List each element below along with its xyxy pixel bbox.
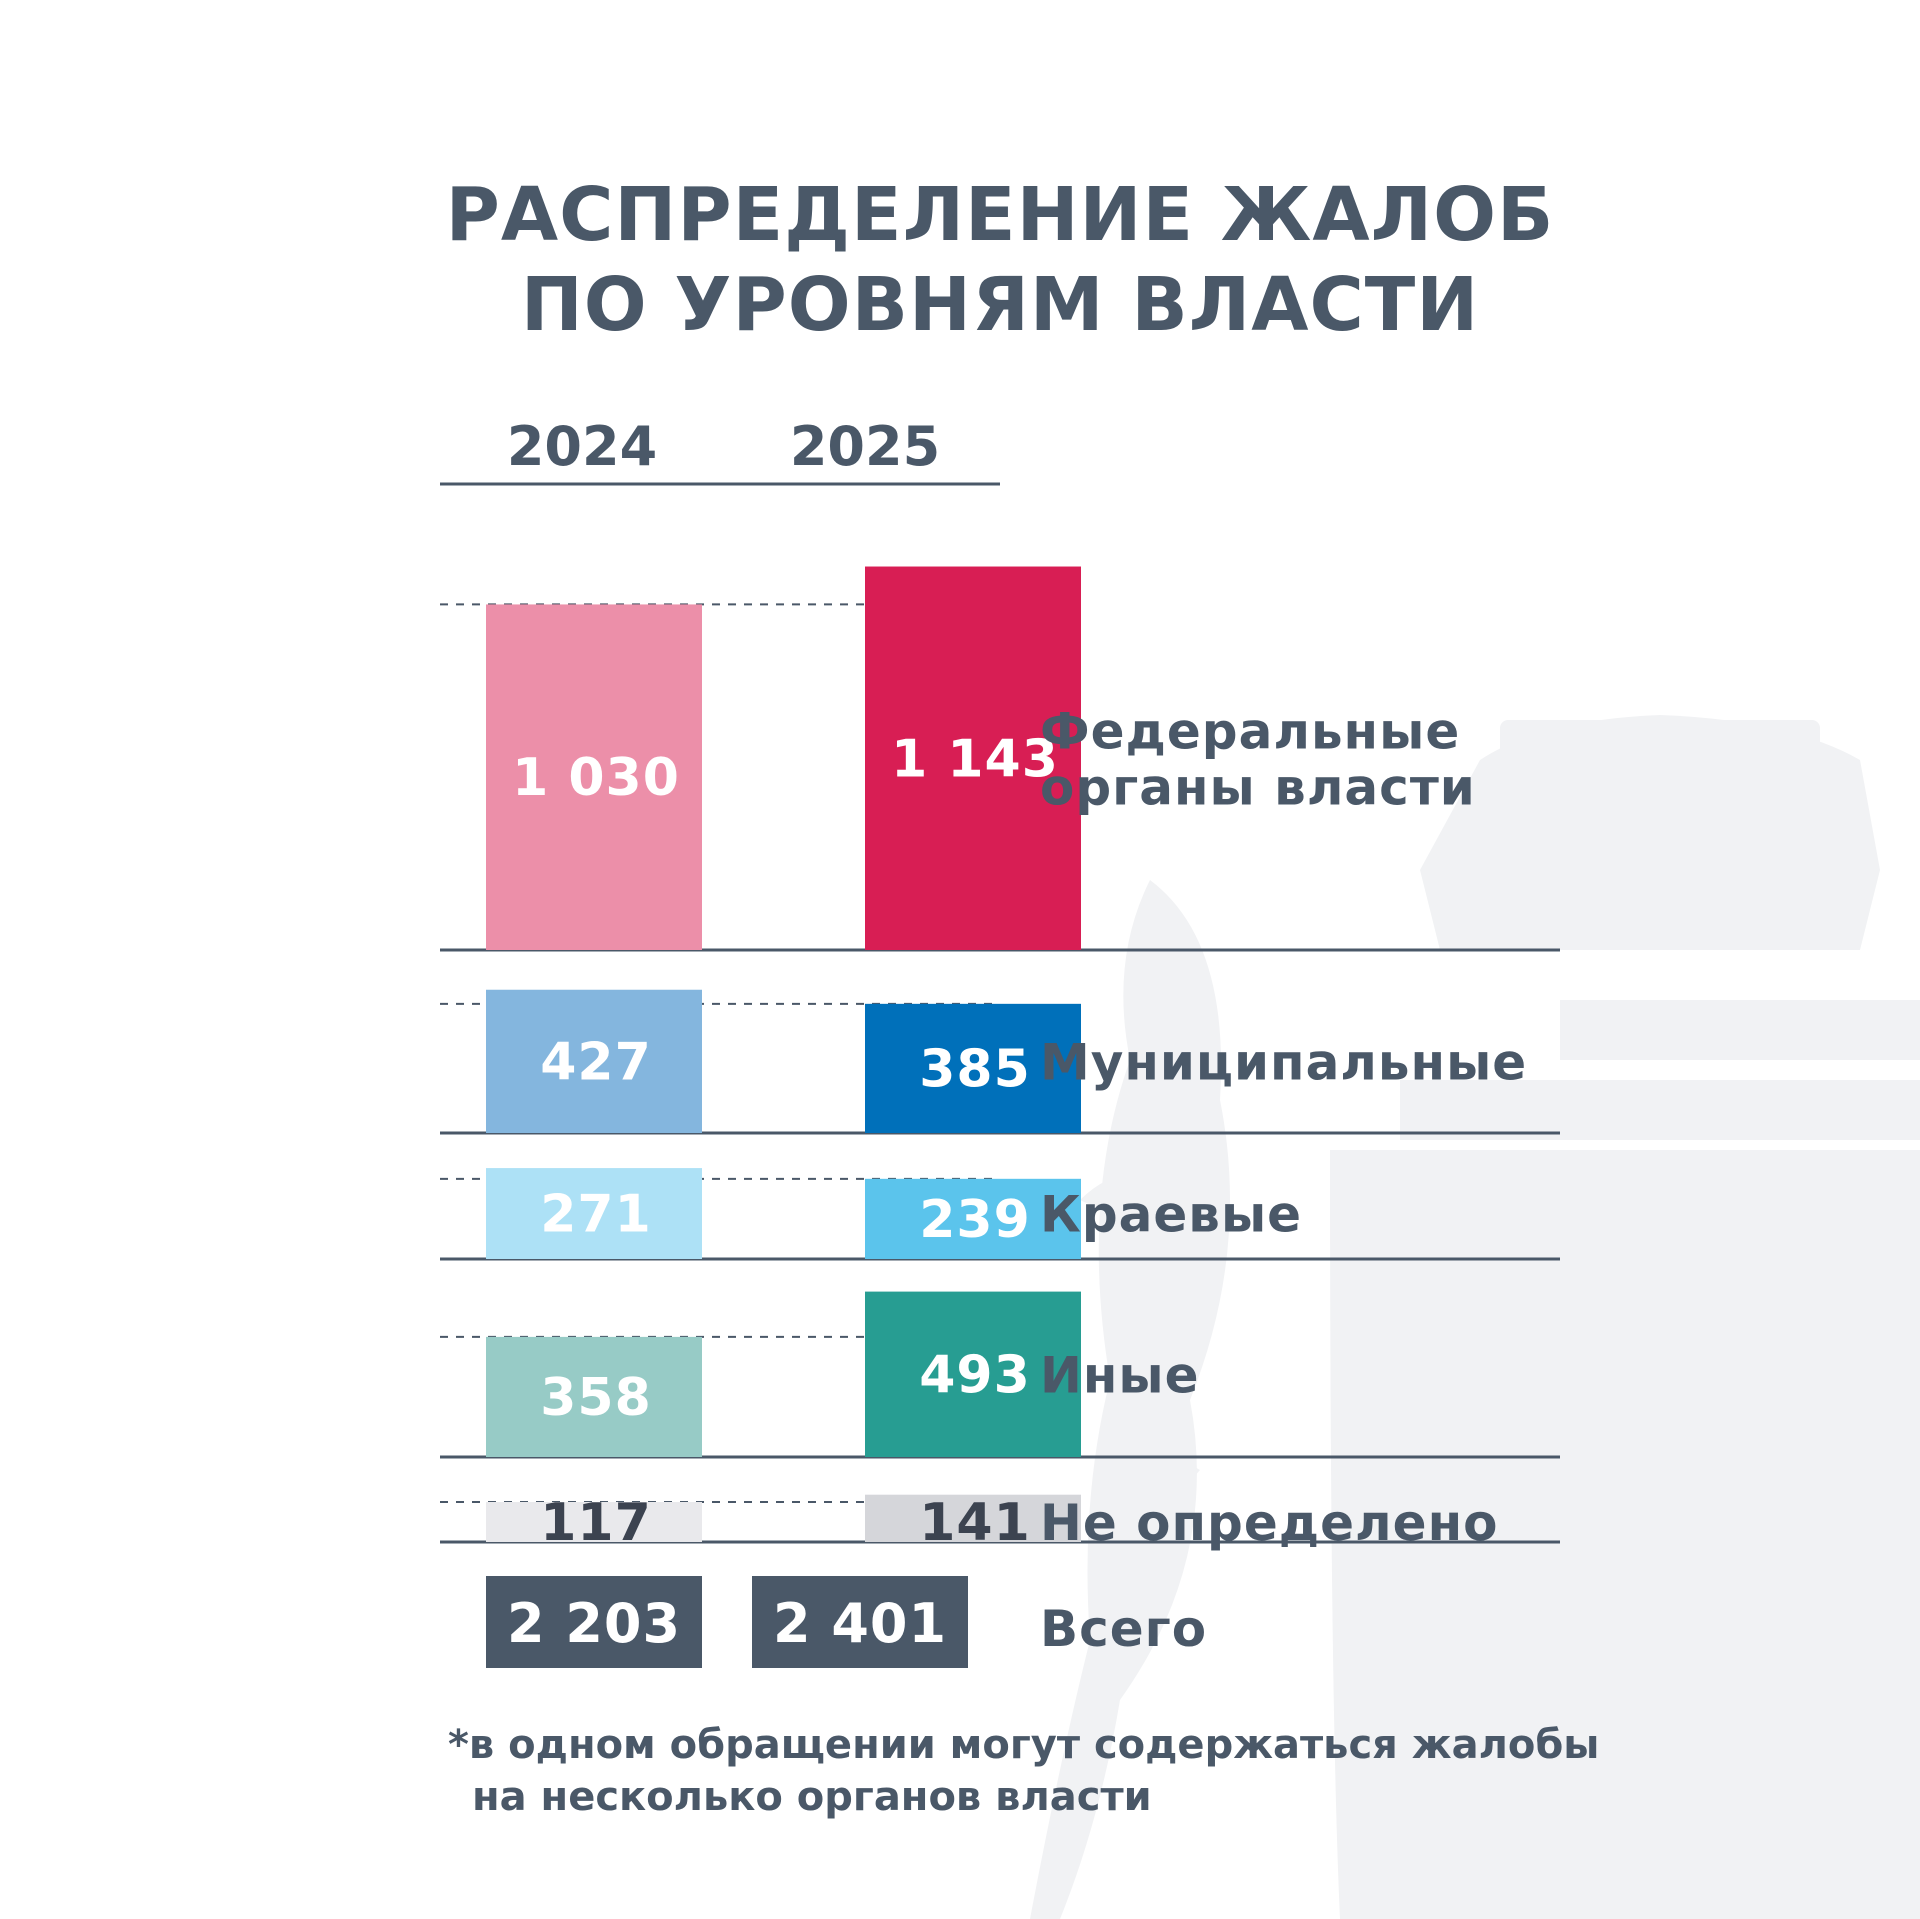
bar-5-2024 bbox=[486, 1502, 702, 1542]
category-label-1-line-1: органы власти bbox=[1040, 758, 1476, 816]
total-box-2024 bbox=[486, 1576, 702, 1668]
bar-2-2024 bbox=[486, 989, 702, 1133]
category-label-3: Краевые bbox=[1040, 1186, 1302, 1244]
footnote-line-1: на несколько органов власти bbox=[472, 1774, 1152, 1820]
data-label-1-2024: 1 030 bbox=[512, 748, 680, 808]
year-label-2025: 2025 bbox=[790, 415, 940, 478]
category-label-2: Муниципальные bbox=[1040, 1033, 1527, 1091]
data-label-2-2025: 385 bbox=[919, 1039, 1031, 1099]
chart-title-line-0: РАСПРЕДЕЛЕНИЕ ЖАЛОБ bbox=[446, 172, 1555, 258]
bar-3-2024 bbox=[486, 1168, 702, 1259]
category-label-1-line-0: Федеральные bbox=[1040, 702, 1460, 760]
bar-4-2024 bbox=[486, 1336, 702, 1457]
total-value-2025: 2 401 bbox=[773, 1592, 947, 1655]
total-value-2024: 2 203 bbox=[507, 1592, 681, 1655]
data-label-1-2025: 1 143 bbox=[891, 729, 1059, 789]
data-label-5-2025: 141 bbox=[919, 1493, 1031, 1553]
total-label: Всего bbox=[1040, 1600, 1207, 1658]
bar-4-2025 bbox=[865, 1291, 1081, 1457]
data-label-3-2024: 271 bbox=[540, 1185, 652, 1245]
coat-of-arms-watermark bbox=[1030, 715, 1920, 1919]
total-box-2025 bbox=[752, 1576, 968, 1668]
bar-1-2025 bbox=[865, 566, 1081, 950]
data-label-2-2024: 427 bbox=[540, 1032, 652, 1092]
footnote-line-0: *в одном обращении могут содержаться жал… bbox=[448, 1722, 1599, 1768]
data-label-4-2025: 493 bbox=[919, 1345, 1031, 1405]
data-label-3-2025: 239 bbox=[919, 1190, 1031, 1250]
bar-3-2025 bbox=[865, 1178, 1081, 1259]
bar-5-2025 bbox=[865, 1494, 1081, 1542]
data-label-5-2024: 117 bbox=[540, 1493, 652, 1553]
bar-1-2024 bbox=[486, 604, 702, 950]
category-label-5: Не определено bbox=[1040, 1494, 1498, 1552]
data-label-4-2024: 358 bbox=[540, 1368, 652, 1428]
year-label-2024: 2024 bbox=[507, 415, 657, 478]
bar-2-2025 bbox=[865, 1003, 1081, 1133]
chart-title-line-1: ПО УРОВНЯМ ВЛАСТИ bbox=[521, 262, 1479, 348]
category-label-4: Иные bbox=[1040, 1346, 1200, 1404]
